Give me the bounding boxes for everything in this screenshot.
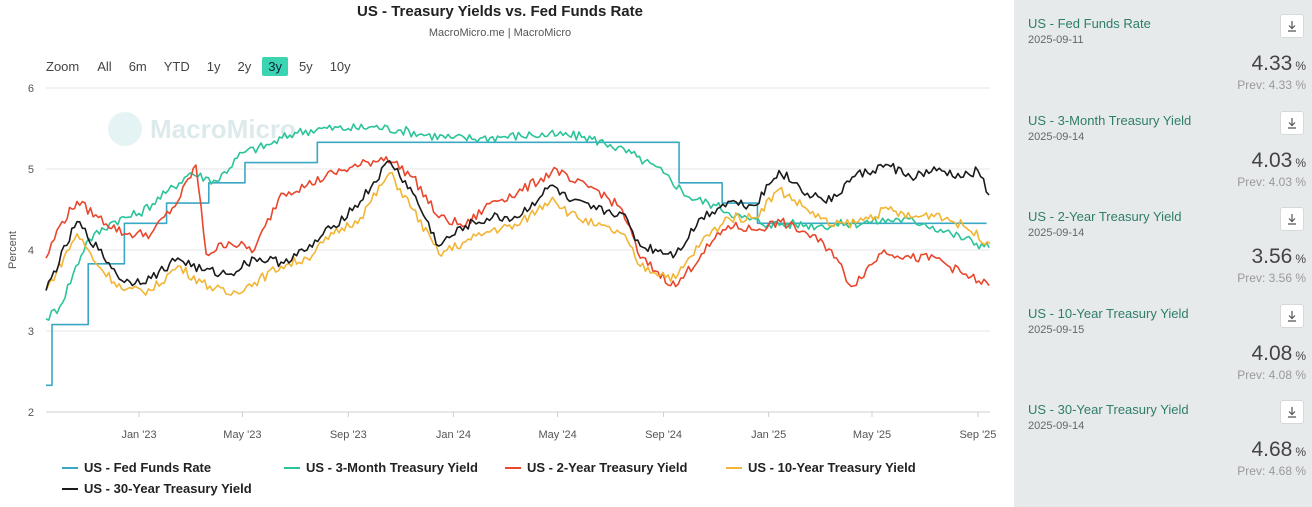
download-button[interactable]	[1280, 400, 1304, 424]
indicator-date: 2025-09-11	[1028, 34, 1084, 46]
chart-subtitle: MacroMicro.me | MacroMicro	[428, 27, 572, 39]
y-tick-label: 4	[28, 245, 34, 257]
y-tick-label: 2	[28, 407, 34, 419]
x-tick-label: May '23	[223, 429, 261, 441]
x-tick-label: May '24	[539, 429, 577, 441]
x-tick-label: Jan '23	[121, 429, 156, 441]
legend-swatch	[726, 466, 742, 469]
legend-label: US - Fed Funds Rate	[84, 460, 212, 475]
indicator-date: 2025-09-14	[1028, 420, 1085, 432]
series-line-3	[45, 171, 991, 296]
indicator-name[interactable]: US - 2-Year Treasury Yield	[1028, 209, 1182, 224]
indicator-date: 2025-09-14	[1028, 130, 1085, 143]
watermark-text: MacroMicro	[150, 113, 296, 144]
legend-label: US - 3-Month Treasury Yield	[306, 460, 478, 475]
legend-swatch	[505, 466, 521, 469]
legend-item[interactable]: US - 2-Year Treasury Yield	[505, 460, 687, 475]
indicator-card[interactable]: US - 2-Year Treasury Yield 2025-09-14 3.56…	[1014, 193, 1312, 289]
legend-item[interactable]: US - 10-Year Treasury Yield	[726, 460, 916, 475]
chart-area: US - Treasury Yields vs. Fed Funds Rate …	[7, 3, 996, 496]
legend-label: US - 30-Year Treasury Yield	[84, 481, 252, 496]
legend-label: US - 10-Year Treasury Yield	[748, 460, 916, 475]
download-button[interactable]	[1280, 14, 1304, 38]
legend-item[interactable]: US - 3-Month Treasury Yield	[284, 460, 478, 475]
indicator-date: 2025-09-15	[1028, 323, 1085, 336]
indicator-prev-value: Prev: 4.08 %	[1237, 367, 1306, 382]
zoom-ytd-button[interactable]: YTD	[163, 59, 190, 74]
indicator-name[interactable]: US - 3-Month Treasury Yield	[1028, 112, 1192, 128]
series-line-2	[45, 156, 990, 288]
series-line-4	[45, 160, 990, 291]
chart-title: US - Treasury Yields vs. Fed Funds Rate	[357, 3, 643, 20]
line-chart: 2 3 4 5 6 Jan '23 May '23 Sep '23 Jan '24 May '24…	[7, 83, 996, 441]
x-tick-label: Jan '24	[436, 429, 471, 441]
indicator-prev-value: Prev: 4.33 %	[1237, 78, 1306, 92]
indicator-value: 4.68%	[1251, 438, 1306, 461]
legend-item[interactable]: US - Fed Funds Rate	[62, 460, 211, 475]
legend-swatch	[284, 466, 300, 469]
download-button[interactable]	[1280, 207, 1304, 231]
download-button[interactable]	[1280, 110, 1304, 135]
legend-swatch	[62, 466, 78, 469]
zoom-6m-button[interactable]: 6m	[128, 59, 147, 74]
zoom-10y-button[interactable]: 10y	[329, 59, 351, 74]
y-tick-label: 3	[28, 326, 34, 338]
indicator-name[interactable]: US - Fed Funds Rate	[1028, 16, 1151, 31]
zoom-bar: Zoom All 6m YTD 1y 2y 3y 5y 10y	[46, 57, 362, 76]
legend-label: US - 2-Year Treasury Yield	[527, 460, 688, 475]
indicator-value: 3.56%	[1251, 245, 1306, 268]
x-tick-label: Sep '25	[959, 429, 996, 441]
zoom-label: Zoom	[46, 59, 80, 74]
x-tick-label: Sep '24	[645, 429, 682, 441]
zoom-5y-button[interactable]: 5y	[298, 59, 313, 74]
indicator-card[interactable]: US - Fed Funds Rate 2025-09-11 4.33% Prev: …	[1014, 0, 1312, 96]
zoom-1y-button[interactable]: 1y	[206, 59, 221, 74]
indicator-date: 2025-09-14	[1028, 227, 1085, 239]
indicator-prev-value: Prev: 4.03 %	[1237, 174, 1306, 189]
side-panel: US - Fed Funds Rate 2025-09-11 4.33% Prev: …	[1014, 0, 1312, 507]
indicator-value: 4.08%	[1251, 341, 1306, 365]
legend-swatch	[62, 487, 78, 490]
series-line-0	[46, 141, 987, 387]
y-tick-label: 6	[28, 83, 34, 95]
x-tick-label: May '25	[853, 429, 891, 441]
watermark-icon	[108, 112, 142, 146]
indicator-name[interactable]: US - 30-Year Treasury Yield	[1028, 402, 1189, 417]
indicator-value: 4.33%	[1251, 52, 1306, 75]
zoom-2y-button[interactable]: 2y	[237, 59, 252, 74]
indicator-card[interactable]: US - 3-Month Treasury Yield 2025-09-14 4.0…	[1014, 97, 1312, 193]
indicator-card[interactable]: US - 30-Year Treasury Yield 2025-09-14 4.6…	[1014, 386, 1312, 482]
download-icon	[1288, 310, 1296, 322]
download-icon	[1288, 21, 1296, 32]
zoom-3y-button[interactable]: 3y	[262, 57, 288, 76]
indicator-prev-value: Prev: 4.68 %	[1237, 464, 1306, 478]
indicator-prev-value: Prev: 3.56 %	[1237, 271, 1306, 285]
zoom-all-button[interactable]: All	[97, 59, 112, 74]
download-button[interactable]	[1280, 303, 1304, 328]
legend-item[interactable]: US - 30-Year Treasury Yield	[62, 481, 252, 496]
x-tick-label: Sep '23	[330, 429, 367, 441]
indicator-value: 4.03%	[1251, 148, 1306, 172]
y-tick-label: 5	[28, 164, 34, 176]
indicator-name[interactable]: US - 10-Year Treasury Yield	[1028, 305, 1189, 321]
watermark-logo: MacroMicro	[108, 112, 296, 146]
download-icon	[1288, 117, 1296, 129]
y-axis-label: Percent	[7, 231, 19, 269]
download-icon	[1288, 214, 1296, 225]
x-tick-label: Jan '25	[751, 429, 786, 441]
download-icon	[1288, 407, 1296, 418]
indicator-card[interactable]: US - 10-Year Treasury Yield 2025-09-15 4.0…	[1014, 290, 1312, 386]
